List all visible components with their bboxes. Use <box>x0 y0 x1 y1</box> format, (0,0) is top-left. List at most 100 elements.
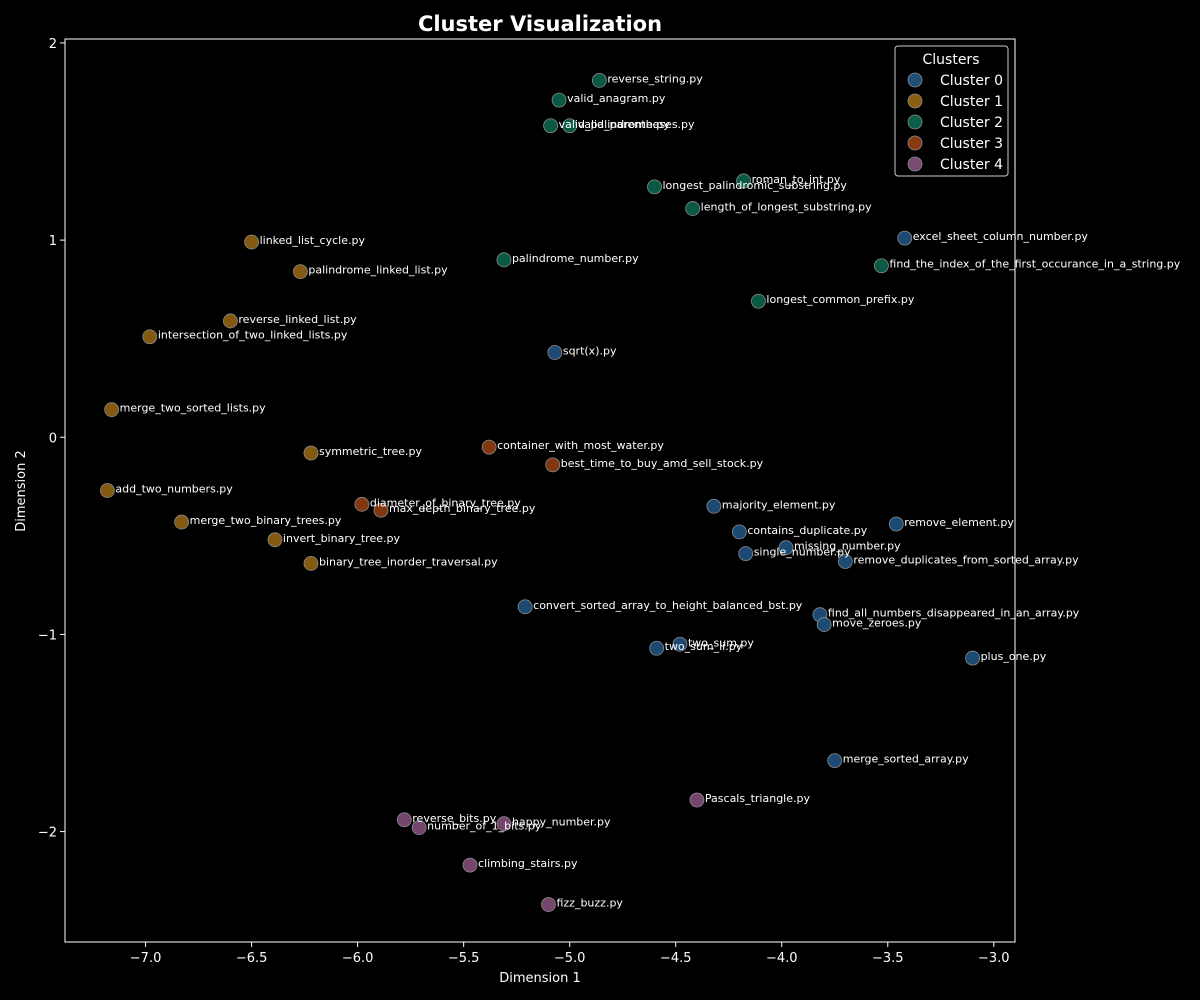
legend-box <box>894 45 1009 177</box>
cluster-0-point <box>649 640 665 656</box>
point-label: symmetric_tree.py <box>319 445 422 458</box>
y-tick-label: −2 <box>38 826 57 841</box>
x-tick-label: −3.5 <box>872 951 904 966</box>
cluster-0-point <box>816 617 832 632</box>
cluster-1-point <box>174 514 190 530</box>
legend-title: Clusters <box>923 52 980 68</box>
cluster-0-point <box>517 599 533 615</box>
cluster-0-point <box>897 230 913 246</box>
cluster-0-point <box>731 524 747 540</box>
point-label: remove_element.py <box>904 516 1014 529</box>
point-label: plus_one.py <box>981 650 1047 663</box>
point-label: missing_number.py <box>794 540 901 553</box>
point-label: valid_anagram.py <box>567 92 666 105</box>
cluster-0-point <box>547 345 563 360</box>
plot-frame <box>64 38 1016 943</box>
x-tick-label: −5.0 <box>554 951 586 966</box>
cluster-2-point <box>543 118 559 134</box>
cluster-1-point <box>303 556 319 571</box>
cluster-1-point <box>244 234 260 250</box>
cluster-1-point <box>303 445 319 461</box>
point-label: reverse_linked_list.py <box>238 313 357 326</box>
x-tick-label: −7.0 <box>130 951 162 966</box>
point-label: longest_palindromic_substring.py <box>663 179 848 192</box>
cluster-3-point <box>545 457 561 473</box>
legend-marker-cluster-1 <box>907 93 923 109</box>
y-tick-label: 2 <box>49 37 57 52</box>
cluster-0-point <box>965 650 980 666</box>
x-tick-label: −6.5 <box>236 951 268 966</box>
point-label: valid_palindrome.py <box>559 118 671 131</box>
point-label: climbing_stairs.py <box>478 857 578 870</box>
cluster-3-point <box>354 496 370 512</box>
point-label: palindrome_number.py <box>512 252 639 265</box>
x-tick-label: −6.0 <box>342 951 374 966</box>
point-label: two_sum.py <box>688 636 754 649</box>
point-label: happy_number.py <box>512 816 611 829</box>
point-label: max_depth_binary_tree.py <box>389 502 536 515</box>
cluster-4-point <box>396 812 412 828</box>
cluster-1-point <box>267 532 283 548</box>
point-label: merge_two_sorted_lists.py <box>120 402 267 415</box>
x-tick-label: −4.0 <box>766 951 798 966</box>
legend-label-cluster-3: Cluster 3 <box>940 136 1003 152</box>
cluster-0-point <box>837 554 853 569</box>
legend-items: Cluster 0 Cluster 1 Cluster 2 Cluster 3 Clus… <box>907 72 1003 173</box>
point-label: valid_parentheses.py <box>578 118 695 131</box>
cluster-2-point <box>736 173 751 189</box>
cluster-0-point <box>888 516 904 532</box>
x-axis: −7.0 −6.5 −6.0 −5.5 −5.0 −4.5 −4.0 −3.5 −3.0 <box>130 942 1010 966</box>
cluster-0-point <box>738 546 754 561</box>
point-label: move_zeroes.py <box>832 617 922 630</box>
points-layer <box>100 73 980 912</box>
legend-label-cluster-4: Cluster 4 <box>940 157 1003 173</box>
point-label: fizz_buzz.py <box>556 897 623 910</box>
point-label: container_with_most_water.py <box>497 439 664 452</box>
point-label: merge_sorted_array.py <box>843 753 969 766</box>
cluster-4-point <box>541 897 556 912</box>
point-label: majority_element.py <box>722 498 836 511</box>
y-axis: −2 −1 0 1 2 <box>38 37 65 841</box>
cluster-2-point <box>562 118 578 134</box>
point-label: roman_to_int.py <box>752 173 841 186</box>
cluster-4-point <box>411 820 427 836</box>
cluster-2-point <box>591 73 607 88</box>
point-label: remove_duplicates_from_sorted_array.py <box>853 553 1079 566</box>
cluster-2-point <box>751 293 766 309</box>
cluster-1-point <box>223 313 238 329</box>
cluster-1-point <box>100 483 115 498</box>
y-tick-label: 1 <box>49 234 57 249</box>
cluster-1-point <box>292 264 308 280</box>
cluster-4-point <box>496 816 512 832</box>
cluster-2-point <box>874 258 889 274</box>
x-tick-label: −5.5 <box>448 951 480 966</box>
chart-title: Cluster Visualization <box>418 12 662 36</box>
legend-label-cluster-1: Cluster 1 <box>940 94 1003 110</box>
cluster-1-point <box>142 329 158 345</box>
legend-marker-cluster-3 <box>907 135 923 151</box>
legend-label-cluster-2: Cluster 2 <box>940 115 1003 131</box>
point-label: invert_binary_tree.py <box>283 532 401 545</box>
point-label: find_the_index_of_the_first_occurance_in… <box>889 258 1180 271</box>
legend-label-cluster-0: Cluster 0 <box>940 73 1003 89</box>
cluster-2-point <box>685 201 701 216</box>
cluster-2-point <box>647 179 662 195</box>
cluster-2-point <box>496 252 512 268</box>
point-label: Pascals_triangle.py <box>705 792 811 805</box>
point-label: length_of_longest_substring.py <box>701 201 872 214</box>
cluster-0-point <box>827 753 843 769</box>
point-label: convert_sorted_array_to_height_balanced_… <box>533 599 803 612</box>
point-label: best_time_to_buy_amd_sell_stock.py <box>561 457 764 470</box>
cluster-0-point <box>778 540 794 556</box>
y-tick-label: −1 <box>38 628 57 643</box>
x-tick-label: −4.5 <box>660 951 692 966</box>
point-label: binary_tree_inorder_traversal.py <box>319 555 498 568</box>
y-tick-label: 0 <box>49 431 57 446</box>
point-label: find_all_numbers_disappeared_in_an_array… <box>828 607 1080 620</box>
cluster-0-point <box>672 636 688 652</box>
point-label: add_two_numbers.py <box>115 483 233 496</box>
point-label: palindrome_linked_list.py <box>308 264 448 277</box>
point-label: intersection_of_two_linked_lists.py <box>158 329 348 342</box>
